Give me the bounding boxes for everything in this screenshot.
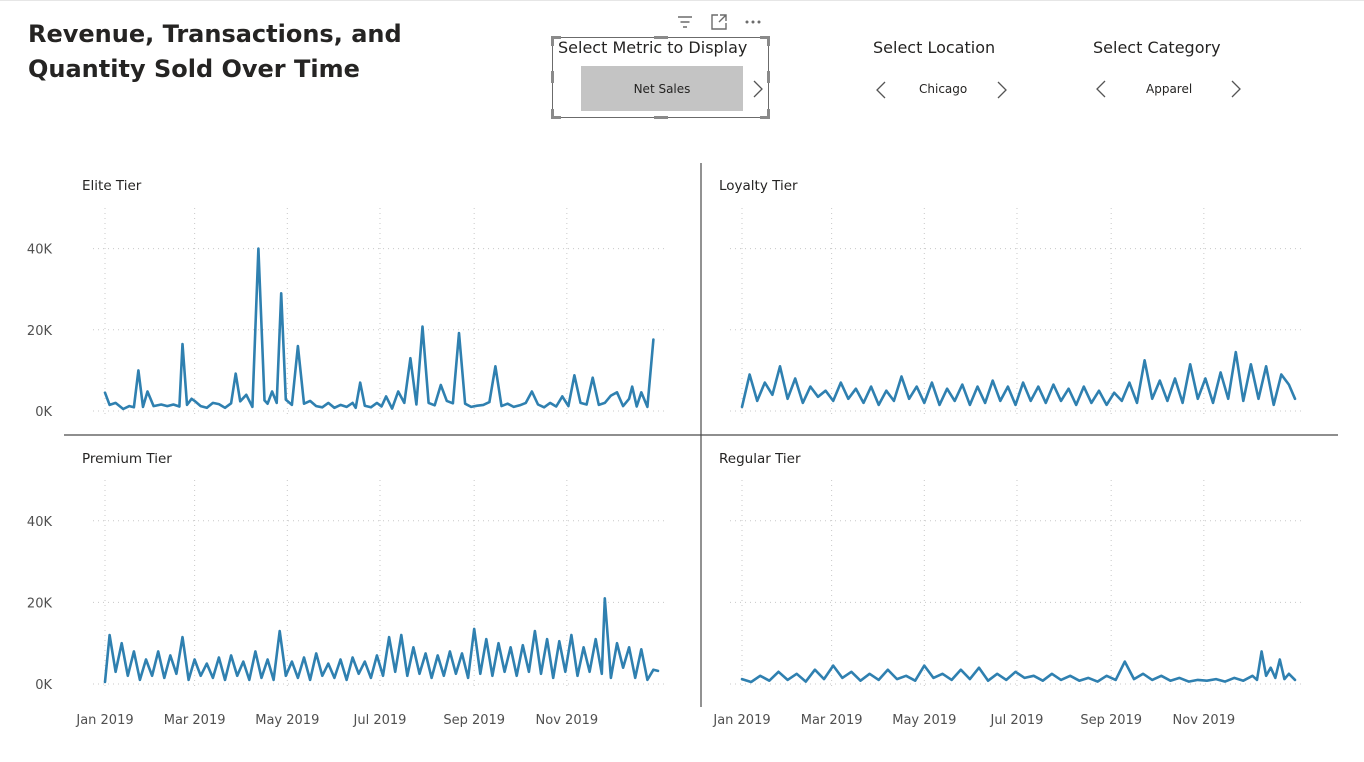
panel-title: Regular Tier <box>719 451 801 467</box>
top-border <box>0 0 1364 1</box>
resize-handle[interactable] <box>767 109 770 119</box>
x-tick-label: Mar 2019 <box>801 713 863 728</box>
x-tick-label: Mar 2019 <box>164 713 226 728</box>
x-tick-label: Nov 2019 <box>1173 713 1236 728</box>
metric-option-chip[interactable]: Net Sales <box>581 66 743 111</box>
series-line <box>103 247 655 411</box>
filter-icon[interactable] <box>674 11 696 33</box>
chevron-right-icon[interactable] <box>747 76 769 102</box>
resize-handle[interactable] <box>767 36 770 46</box>
resize-handle[interactable] <box>760 116 770 119</box>
resize-handle[interactable] <box>760 36 770 39</box>
resize-handle[interactable] <box>551 116 561 119</box>
y-tick-label: 0K <box>35 678 52 693</box>
resize-handle[interactable] <box>551 36 554 46</box>
resize-handle[interactable] <box>551 36 561 39</box>
chevron-right-icon[interactable] <box>991 77 1013 103</box>
series-line <box>740 650 1297 684</box>
x-tick-label: May 2019 <box>255 713 319 728</box>
resize-handle[interactable] <box>654 116 668 119</box>
category-value: Apparel <box>1146 82 1193 96</box>
focus-mode-icon[interactable] <box>708 11 730 33</box>
panel-title: Loyalty Tier <box>719 178 798 194</box>
y-tick-label: 40K <box>27 515 53 530</box>
resize-handle[interactable] <box>654 36 668 39</box>
resize-handle[interactable] <box>551 71 554 83</box>
more-options-icon[interactable] <box>742 11 764 33</box>
metric-option-label: Net Sales <box>633 81 691 96</box>
resize-handle[interactable] <box>551 109 554 119</box>
panel-title: Premium Tier <box>82 451 172 467</box>
resize-handle[interactable] <box>767 71 770 83</box>
x-tick-label: Nov 2019 <box>536 713 599 728</box>
x-tick-label: Sep 2019 <box>443 713 505 728</box>
y-tick-label: 20K <box>27 324 53 339</box>
page-title: Revenue, Transactions, and Quantity Sold… <box>28 20 402 83</box>
panel-title: Elite Tier <box>82 178 142 194</box>
y-tick-label: 0K <box>35 405 52 420</box>
series-line <box>103 597 660 684</box>
x-tick-label: May 2019 <box>892 713 956 728</box>
location-slicer-header: Select Location <box>873 38 996 57</box>
location-value: Chicago <box>919 82 968 96</box>
x-tick-label: Jul 2019 <box>990 713 1044 728</box>
chevron-right-icon[interactable] <box>1225 76 1247 102</box>
category-slicer-header: Select Category <box>1093 38 1221 57</box>
y-tick-label: 40K <box>27 243 53 258</box>
x-tick-label: Jan 2019 <box>75 713 133 728</box>
chevron-left-icon[interactable] <box>870 77 892 103</box>
chevron-left-icon[interactable] <box>1090 76 1112 102</box>
x-tick-label: Jan 2019 <box>712 713 770 728</box>
x-tick-label: Jul 2019 <box>353 713 407 728</box>
x-tick-label: Sep 2019 <box>1080 713 1142 728</box>
y-tick-label: 20K <box>27 596 53 611</box>
metric-slicer-header: Select Metric to Display <box>558 38 748 57</box>
series-line <box>740 350 1297 409</box>
